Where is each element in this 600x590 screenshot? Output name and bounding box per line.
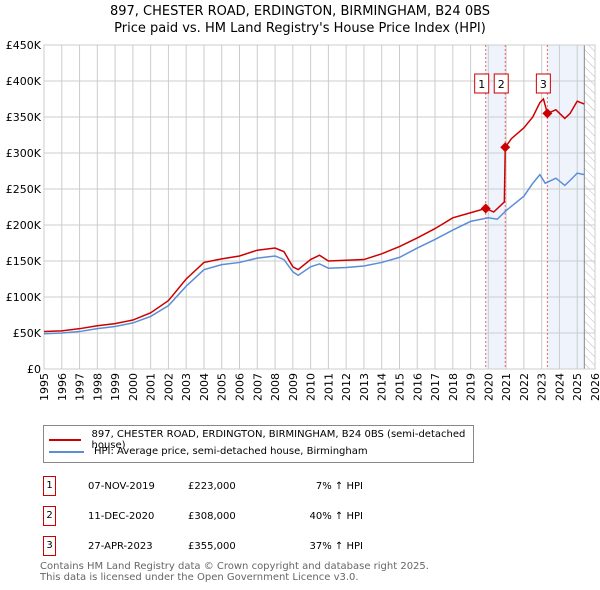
- x-tick-label: 1997: [74, 373, 87, 401]
- sale-label-box: [535, 73, 551, 94]
- sale-row: 2 11-DEC-2020 £308,000 40% ↑ HPI: [43, 506, 443, 528]
- sale-hpi: 37% ↑ HPI: [309, 541, 363, 552]
- x-tick-label: 2017: [429, 373, 442, 401]
- sale-label: 2: [498, 78, 505, 91]
- x-tick-label: 2009: [287, 373, 300, 401]
- sale-number: 3: [43, 536, 56, 556]
- y-tick-label: £150K: [6, 255, 42, 268]
- sale-point: [480, 203, 491, 214]
- x-tick-label: 2004: [198, 373, 211, 401]
- sale-number: 1: [43, 476, 56, 496]
- sale-price: £223,000: [188, 481, 236, 492]
- y-tick-label: £200K: [6, 219, 42, 232]
- x-tick-label: 2007: [251, 373, 264, 401]
- price-chart: 1995 1996 1997 1998 1999 2000 2001 2002 2003 2004…: [6, 39, 600, 401]
- y-tick-label: £450K: [6, 39, 42, 52]
- y-tick-label: £50K: [13, 327, 42, 340]
- y-tick-label: £0: [27, 363, 41, 376]
- x-tick-label: 1996: [56, 373, 69, 401]
- legend-red-line: [49, 439, 82, 441]
- legend-blue-line: [49, 450, 84, 453]
- x-tick-label: 2011: [322, 373, 335, 401]
- footer-line1: Contains HM Land Registry data © Crown c…: [40, 561, 429, 572]
- x-tick-label: 1998: [91, 373, 104, 401]
- series-line-property: [43, 97, 585, 333]
- x-tick-label: 2006: [234, 373, 247, 401]
- x-tick-label: 2008: [269, 373, 282, 401]
- sale-point: [500, 142, 511, 153]
- sale-hpi: 7% ↑ HPI: [315, 481, 363, 492]
- sale-label: 1: [478, 78, 485, 91]
- x-tick-label: 2002: [162, 373, 175, 401]
- x-tick-label: 2025: [571, 373, 584, 401]
- y-tick-label: £300K: [6, 147, 42, 160]
- sale-date: 07-NOV-2019: [88, 481, 155, 492]
- x-tick-label: 1999: [109, 373, 122, 401]
- sale-date: 27-APR-2023: [88, 541, 153, 552]
- x-tick-label: 2024: [553, 373, 566, 401]
- footer: Contains HM Land Registry data © Crown c…: [40, 561, 429, 583]
- x-tick-label: 2003: [180, 373, 193, 401]
- sale-number: 2: [43, 506, 56, 526]
- y-tick-label: £350K: [6, 111, 42, 124]
- x-tick-label: 2022: [518, 373, 531, 401]
- sale-date: 11-DEC-2020: [88, 511, 155, 522]
- x-tick-label: 2018: [447, 373, 460, 401]
- x-tick-label: 2021: [500, 373, 513, 401]
- forecast-hatch: [584, 45, 595, 369]
- x-tick-label: 2016: [411, 373, 424, 401]
- x-tick-label: 2026: [589, 373, 600, 401]
- x-tick-label: 2001: [145, 373, 158, 401]
- x-tick-label: 2013: [358, 373, 371, 401]
- plot-frame: [43, 44, 596, 370]
- shaded-range: [485, 45, 506, 369]
- x-tick-label: 2005: [216, 373, 229, 401]
- sale-price: £355,000: [188, 541, 236, 552]
- y-tick-label: £400K: [6, 75, 42, 88]
- sale-row: 3 27-APR-2023 £355,000 37% ↑ HPI: [43, 536, 443, 558]
- shaded-range: [547, 45, 585, 369]
- sale-hpi: 40% ↑ HPI: [309, 511, 363, 522]
- x-tick-label: 2019: [465, 373, 478, 401]
- legend: 897, CHESTER ROAD, ERDINGTON, BIRMINGHAM…: [43, 425, 474, 463]
- chart-subtitle: Price paid vs. HM Land Registry's House …: [114, 21, 486, 36]
- x-tick-label: 2012: [340, 373, 353, 401]
- sale-price: £308,000: [188, 511, 236, 522]
- y-tick-label: £250K: [6, 183, 42, 196]
- legend-red-label: 897, CHESTER ROAD, ERDINGTON, BIRMINGHAM…: [91, 429, 466, 451]
- sale-label: 3: [540, 78, 547, 91]
- footer-line2: This data is licensed under the Open Gov…: [40, 572, 359, 583]
- x-tick-label: 1995: [38, 373, 51, 401]
- x-tick-label: 2023: [536, 373, 549, 401]
- y-tick-label: £100K: [6, 291, 42, 304]
- series-line-hpi: [43, 172, 585, 335]
- sale-label-box: [493, 73, 509, 94]
- x-tick-label: 2015: [393, 373, 406, 401]
- sale-label-box: [474, 73, 490, 94]
- x-tick-label: 2000: [127, 373, 140, 401]
- sale-point: [542, 108, 553, 119]
- legend-blue-label: HPI: Average price, semi-detached house,…: [94, 446, 368, 457]
- x-tick-label: 2010: [305, 373, 318, 401]
- sale-row: 1 07-NOV-2019 £223,000 7% ↑ HPI: [43, 476, 443, 498]
- x-tick-label: 2020: [482, 373, 495, 401]
- x-tick-label: 2014: [376, 373, 389, 401]
- chart-title: 897, CHESTER ROAD, ERDINGTON, BIRMINGHAM…: [109, 4, 491, 19]
